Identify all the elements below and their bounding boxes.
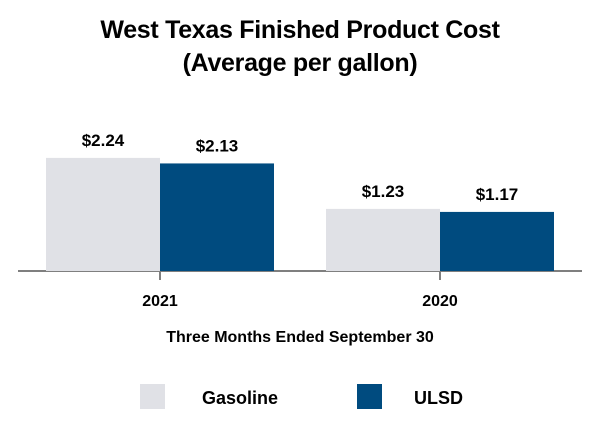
data-label-gasoline-2021: $2.24 [82,131,125,150]
chart-title-line-2: (Average per gallon) [182,49,418,77]
x-tick-label: 2021 [142,293,178,310]
legend-label-gasoline: Gasoline [202,388,278,408]
bar-ulsd-2020 [440,211,554,271]
bar-ulsd-2021 [160,163,274,271]
bar-gasoline-2020 [326,208,440,271]
x-tick-label: 2020 [422,293,458,310]
legend-swatch-gasoline [140,384,165,409]
data-label-ulsd-2021: $2.13 [196,136,239,155]
data-label-gasoline-2020: $1.23 [362,182,405,201]
legend-label-ulsd: ULSD [414,388,463,408]
legend-swatch-ulsd [357,384,382,409]
bar-gasoline-2021 [46,157,160,271]
data-label-ulsd-2020: $1.17 [476,185,519,204]
chart-title: West Texas Finished Product Cost (Averag… [0,14,600,80]
x-axis-label: Three Months Ended September 30 [166,329,434,346]
chart-title-line-1: West Texas Finished Product Cost [100,16,500,44]
